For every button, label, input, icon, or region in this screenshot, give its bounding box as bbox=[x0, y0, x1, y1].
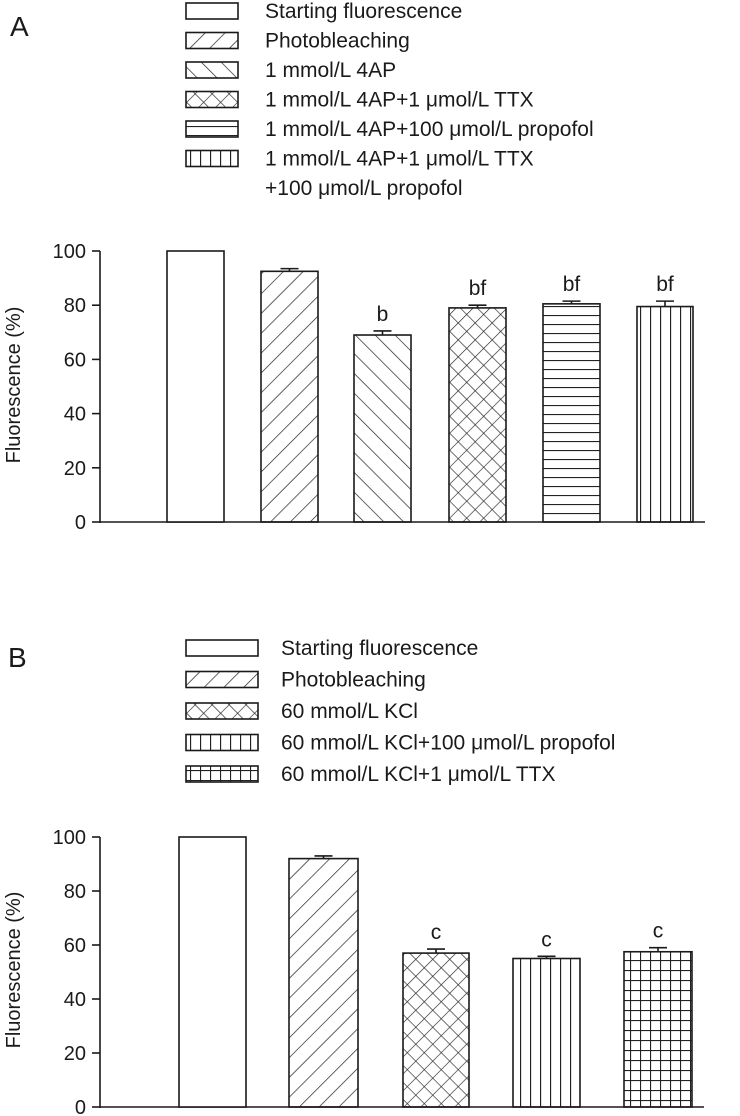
legend-label: 60 mmol/L KCl+100 μmol/L propofol bbox=[281, 732, 615, 755]
bar-annotation: c bbox=[653, 920, 664, 943]
legend-label: +100 μmol/L propofol bbox=[265, 177, 463, 200]
bar bbox=[353, 334, 412, 523]
y-axis: 0 20 40 60 80 100 bbox=[53, 827, 101, 1116]
y-tick-label: 60 bbox=[64, 935, 86, 957]
bar-annotation: bf bbox=[469, 277, 487, 300]
legend-label: Starting fluorescence bbox=[281, 637, 478, 660]
legend-label: 1 mmol/L 4AP+1 μmol/L TTX bbox=[265, 148, 534, 171]
legend-label: 60 mmol/L KCl+1 μmol/L TTX bbox=[281, 763, 556, 786]
legend-swatch bbox=[185, 765, 259, 783]
y-tick-label: 20 bbox=[64, 458, 86, 480]
legend-swatch bbox=[185, 61, 239, 79]
legend-label: Photobleaching bbox=[265, 30, 410, 53]
legend-swatch bbox=[185, 670, 259, 689]
y-tick-label: 20 bbox=[64, 1043, 86, 1065]
y-tick-label: 40 bbox=[64, 989, 86, 1011]
legend-label: 1 mmol/L 4AP+1 μmol/L TTX bbox=[265, 89, 534, 112]
legend-label: 60 mmol/L KCl bbox=[281, 700, 418, 723]
bar-annotation: c bbox=[541, 928, 552, 951]
panel-label: A bbox=[10, 11, 29, 42]
legend-label: 1 mmol/L 4AP+100 μmol/L propofol bbox=[265, 118, 594, 141]
bar bbox=[166, 250, 225, 523]
y-tick-label: 80 bbox=[64, 881, 86, 903]
bar bbox=[542, 303, 601, 523]
legend-swatch bbox=[185, 2, 239, 20]
legend-label: Starting fluorescence bbox=[265, 0, 462, 23]
legend-swatch bbox=[185, 149, 239, 168]
bar bbox=[402, 952, 470, 1108]
panel-b: B Starting fluorescence Photobleaching 60 m… bbox=[3, 637, 704, 1116]
legend: Starting fluorescence Photobleaching 60 mm… bbox=[185, 637, 615, 786]
bar bbox=[178, 836, 247, 1108]
legend-swatch bbox=[185, 90, 239, 109]
legend: Starting fluorescence Photobleaching 1 mmo… bbox=[185, 0, 594, 200]
y-tick-label: 100 bbox=[53, 827, 86, 849]
bar bbox=[636, 305, 694, 523]
y-axis-label: Fluorescence (%) bbox=[3, 892, 25, 1049]
bar bbox=[512, 957, 581, 1108]
panel-label: B bbox=[8, 642, 27, 673]
bar bbox=[623, 950, 693, 1108]
y-axis: 0 20 40 60 80 100 bbox=[53, 241, 101, 534]
y-axis-label: Fluorescence (%) bbox=[3, 307, 25, 464]
y-tick-label: 0 bbox=[75, 1097, 86, 1116]
y-tick-label: 60 bbox=[64, 349, 86, 371]
panel-a: A Starting fluorescence Photobleaching 1 mm… bbox=[3, 0, 705, 534]
legend-swatch bbox=[185, 120, 239, 138]
y-tick-label: 100 bbox=[53, 241, 86, 263]
legend-swatch bbox=[185, 639, 259, 657]
legend-swatch bbox=[185, 31, 239, 50]
legend-swatch bbox=[185, 733, 259, 752]
y-tick-label: 80 bbox=[64, 295, 86, 317]
bar bbox=[260, 270, 319, 523]
bar-annotation: bf bbox=[563, 273, 581, 296]
y-tick-label: 0 bbox=[75, 512, 86, 534]
bar-annotation: b bbox=[377, 303, 389, 326]
bar-annotation: bf bbox=[656, 273, 674, 296]
y-tick-label: 40 bbox=[64, 404, 86, 426]
legend-label: 1 mmol/L 4AP bbox=[265, 59, 396, 82]
bar-annotation: c bbox=[431, 921, 442, 944]
bar bbox=[448, 307, 507, 523]
bar bbox=[288, 857, 359, 1108]
legend-label: Photobleaching bbox=[281, 669, 426, 692]
legend-swatch bbox=[185, 702, 259, 720]
